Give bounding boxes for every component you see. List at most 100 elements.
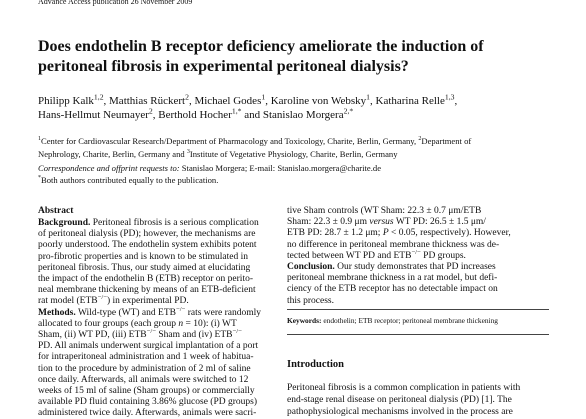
text: Philipp Kalk	[38, 95, 94, 107]
correspondence-line: *Both authors contributed equally to the…	[38, 174, 219, 185]
abstract-left-line: once daily. Afterwards, all animals were…	[38, 374, 249, 386]
abstract-right-line: Sham: 22.3 ± 0.9 μm versus WT PD: 26.5 ±…	[287, 217, 486, 228]
superscript: −/−	[232, 327, 242, 335]
title-line: peritoneal fibrosis in experimental peri…	[38, 59, 409, 75]
superscript: −/−	[175, 305, 186, 313]
text: no difference in peritoneal membrane thi…	[287, 239, 500, 250]
abstract-right-line: tive Sham controls (WT Sham: 22.3 ± 0.7 …	[287, 206, 482, 217]
affiliations-line: Nephrology, Charite, Berlin, Germany and…	[38, 148, 398, 159]
text: , Karoline von Websky	[265, 95, 367, 107]
bold-text: Abstract	[38, 206, 74, 216]
text: Center for Cardiovascular Research/Depar…	[41, 136, 419, 146]
superscript: 3	[186, 148, 190, 155]
text: this process.	[287, 295, 334, 306]
abstract-left-line: PD. All animals underwent surgical impla…	[38, 341, 258, 352]
keywords-line: Keywords: endothelin; ETB receptor; peri…	[287, 317, 498, 324]
abstract-left-line: rat model (ETB−/−) in experimental PD.	[38, 294, 189, 307]
text: available PD fluid containing 3.86% gluc…	[38, 397, 257, 408]
authors-line: Philipp Kalk1,2, Matthias Rückert2, Mich…	[38, 93, 458, 107]
text: Institute of Vegetative Physiology, Char…	[189, 148, 398, 159]
bold-text: Conclusion.	[287, 262, 335, 272]
text: ) in experimental PD.	[106, 296, 189, 307]
text: pathophysiological mechanisms involved i…	[287, 407, 513, 417]
text: peritoneal membrane thickness in a rat m…	[287, 273, 498, 284]
superscript: 1,2	[93, 92, 104, 102]
text: Both authors contributed equally to the …	[41, 174, 219, 185]
text: , Berthold Hocher	[152, 109, 232, 121]
text: Sham and (iv) ETB	[155, 330, 233, 340]
text: < 0.05, respectively). However,	[388, 228, 511, 239]
text: tive Sham controls (WT Sham: 22.3 ± 0.7 …	[287, 206, 482, 216]
superscript: −/−	[411, 248, 421, 256]
text: the impact of the endothelin B (ETB) rec…	[38, 274, 253, 284]
abstract-left-line: Background. Peritoneal fibrosis is a ser…	[38, 218, 259, 229]
text: end-stage renal disease on peritoneal di…	[287, 395, 512, 405]
abstract-right-line: tected between WT PD and ETB−/− PD group…	[287, 248, 466, 262]
abstract-left-line: allocated to four groups (each group n =…	[38, 318, 237, 330]
abstract-right-line: ciency of the ETB receptor has no detect…	[287, 285, 498, 295]
text: neal membrane thickening by means of an …	[38, 285, 256, 296]
abstract-left-line: the impact of the endothelin B (ETB) rec…	[38, 274, 253, 285]
text: poorly understood. The endothelin system…	[38, 240, 257, 251]
title-line: Does endothelin B receptor deficiency am…	[38, 39, 484, 55]
abstract-left-line: of peritoneal dialysis (PD); however, th…	[38, 229, 256, 240]
superscript: −/−	[97, 294, 107, 302]
text: , Katharina Relle	[370, 95, 445, 107]
superscript: 2	[148, 106, 153, 116]
text: Wild-type (WT) and ETB	[75, 307, 176, 318]
superscript: 2	[185, 92, 189, 102]
italic-text: versus	[369, 217, 394, 228]
text: administered twice daily. Afterwards, an…	[38, 408, 257, 419]
text: for intraperitoneal administration and 1…	[38, 352, 254, 363]
introduction-heading-line: Introduction	[287, 359, 344, 371]
introduction-line: end-stage renal disease on peritoneal di…	[287, 395, 512, 406]
abstract-left-line: for intraperitoneal administration and 1…	[38, 353, 254, 363]
text: endothelin; ETB receptor; peritoneal mem…	[321, 316, 498, 325]
affiliations-line: 1Center for Cardiovascular Research/Depa…	[38, 136, 472, 146]
text: , Michael Godes	[188, 95, 262, 107]
superscript: 1,*	[231, 106, 242, 116]
text: rat model (ETB	[38, 296, 98, 307]
text: Nephrology, Charite, Berlin, Germany and	[38, 148, 187, 159]
abstract-left-line: poorly understood. The endothelin system…	[38, 241, 257, 251]
superscript: 1	[366, 92, 370, 102]
abstract-left-line: administered twice daily. Afterwards, an…	[38, 409, 256, 419]
text: Sham, (ii) WT PD, (iii) ETB	[38, 330, 147, 340]
abstract-right-line: ETB PD: 28.7 ± 1.2 μm; P < 0.05, respect…	[287, 229, 511, 239]
text: ,	[454, 95, 458, 107]
text: Our study demonstrates that PD increases	[334, 262, 496, 272]
text: Sham: 22.3 ± 0.9 μm	[287, 217, 370, 228]
abstract-left-line: Methods. Wild-type (WT) and ETB−/− rats …	[38, 306, 261, 319]
text: and Stanislao Morgera	[241, 109, 344, 121]
text: WT PD: 26.5 ± 1.5 μm/	[393, 217, 486, 228]
abstract-left-line: weeks of 15 ml of saline (Sham groups) o…	[38, 386, 255, 397]
superscript: −/−	[146, 327, 156, 335]
text: = 10): (i) WT	[183, 318, 237, 329]
abstract-heading-line: Abstract	[38, 206, 74, 217]
superscript: 2,*	[343, 106, 354, 116]
abstract-right-line: no difference in peritoneal membrane thi…	[287, 239, 500, 251]
italic-text: n	[178, 318, 184, 329]
abstract-left-line: pro-fibrotic properties and is known to …	[38, 252, 248, 263]
keywords-rule-bottom	[287, 334, 549, 335]
bold-text: Background.	[38, 218, 91, 228]
abstract-right-line: this process.	[287, 295, 334, 307]
abstract-right-line: peritoneal membrane thickness in a rat m…	[287, 273, 498, 284]
superscript: *	[38, 174, 42, 181]
bold-text: Methods.	[38, 307, 76, 318]
text: tion to the procedure by administration …	[38, 363, 251, 374]
abstract-left-line: neal membrane thickening by means of an …	[38, 285, 256, 296]
text: once daily. Afterwards, all animals were…	[38, 374, 249, 385]
text: Does endothelin B receptor deficiency am…	[38, 38, 484, 55]
text: tected between WT PD and ETB	[287, 250, 412, 261]
abstract-left-line: Sham, (ii) WT PD, (iii) ETB−/− Sham and …	[38, 327, 242, 341]
text: Peritoneal fibrosis is a serious complic…	[90, 218, 259, 228]
text: weeks of 15 ml of saline (Sham groups) o…	[38, 386, 255, 396]
abstract-right-line: Conclusion. Our study demonstrates that …	[287, 262, 496, 273]
keywords-rule-top	[287, 309, 549, 310]
bold-text: Keywords:	[287, 316, 322, 325]
text: Peritoneal fibrosis is a common complica…	[287, 383, 521, 393]
text: peritoneal fibrosis in experimental peri…	[38, 58, 409, 75]
text: Department of	[421, 136, 472, 146]
